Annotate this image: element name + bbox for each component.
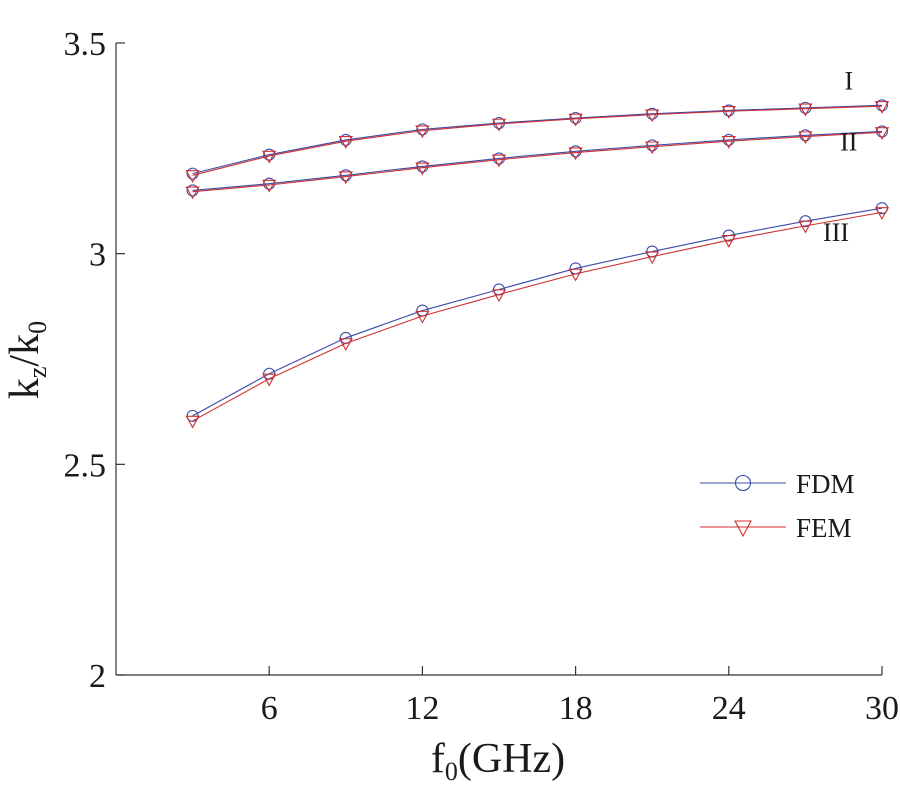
data-point [263,177,276,190]
data-point [722,133,735,146]
series-fdm-ii [186,125,889,197]
legend-label: FEM [796,513,852,543]
data-point [568,113,583,127]
y-axis-title: kz/k0 [2,321,52,399]
data-point [646,139,659,152]
data-point [875,125,889,138]
data-point [646,107,659,120]
legend-item-fem: FEM [700,513,852,543]
data-point [568,147,583,161]
data-point [798,103,813,117]
series-line [192,207,883,417]
data-point [186,184,199,197]
legend-marker [734,474,752,492]
series-line [192,104,883,175]
data-point [262,373,277,387]
x-tick-label: 24 [712,690,746,727]
x-tick-label: 30 [865,690,899,727]
data-point [186,167,199,180]
axis-titles: f0(GHz) kz/k0 [2,321,565,786]
data-point [491,154,507,168]
data-point [185,186,200,200]
series-line [192,211,883,422]
series-fdm-i [186,99,889,180]
data-point [415,125,430,139]
data-point [799,101,812,114]
data-point [875,99,889,112]
data-point [185,415,200,429]
data-point [798,220,813,234]
legend-item-fdm: FDM [700,469,855,499]
data-point [262,150,277,164]
data-point [185,170,200,183]
data-point [492,152,506,165]
x-axis-title: f0(GHz) [431,736,565,786]
data-point [645,251,660,265]
data-point [721,106,736,119]
data-point [569,145,582,158]
data-point [416,123,429,136]
data-point [645,109,660,123]
x-tick-label: 12 [405,690,439,727]
legend: FDM FEM [700,469,855,543]
data-point [645,141,660,155]
data-point [491,289,507,303]
data-point [721,135,736,149]
legend-marker [734,520,752,538]
data-point [721,234,736,248]
data-point [568,268,583,282]
data-point [798,131,813,145]
y-tick-label: 3 [89,237,106,274]
curve-label: III [823,218,849,247]
data-point [339,169,352,182]
data-point [338,135,353,149]
data-point [338,171,353,185]
data-point [415,310,430,324]
data-point [338,338,353,352]
series-layer [185,99,890,429]
legend-label: FDM [796,469,855,499]
data-point [491,118,507,132]
data-point [416,160,429,173]
curve-label: I [844,66,853,95]
y-tick-label: 2 [89,658,106,695]
data-point [415,162,430,176]
data-point [799,129,812,142]
axes: 2 2.5 3 3.5 6 12 18 24 30 [64,26,900,727]
curve-label: II [840,127,857,156]
series-line [192,131,883,193]
series-line [192,105,883,176]
series-fem-ii [185,127,890,200]
data-point [874,207,890,221]
y-tick-label: 2.5 [64,447,107,484]
data-point [874,101,890,114]
series-line [192,130,883,192]
series-fem-iii [185,207,890,429]
x-tick-label: 18 [559,690,593,727]
x-tick-label: 6 [261,690,278,727]
data-point [874,127,890,140]
y-tick-label: 3.5 [64,26,107,63]
series-fdm-iii [186,202,889,422]
series-fem-i [185,101,890,183]
data-point [262,179,277,193]
data-point [722,104,735,117]
